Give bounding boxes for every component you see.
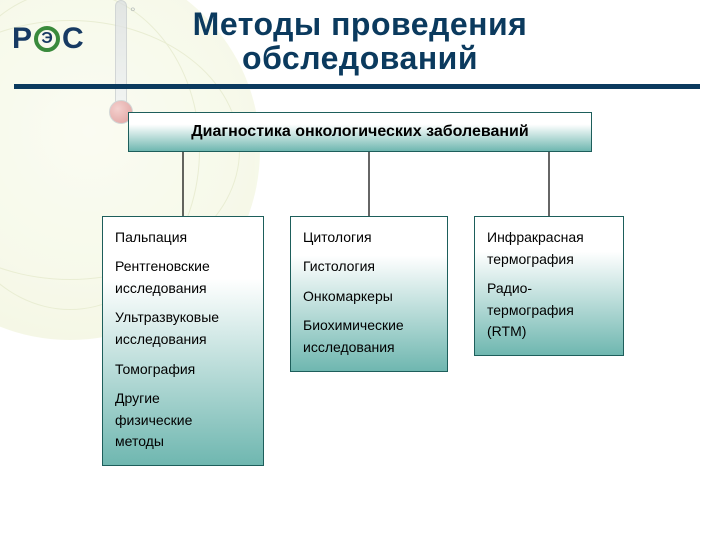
leaf-0-item-4: Ультразвуковые исследования <box>115 307 251 350</box>
leaf-1-item-1 <box>303 249 435 257</box>
leaf-1-item-0: Цитология <box>303 227 435 249</box>
leaf-2-item-1 <box>487 270 611 278</box>
leaf-2-item-2: Радио- термография (RTM) <box>487 278 611 343</box>
leaf-1-item-2: Гистология <box>303 256 435 278</box>
title-line-2: обследований <box>0 42 720 76</box>
leaf-node-1: Цитология Гистология Онкомаркеры Биохими… <box>290 216 448 372</box>
leaf-1-item-4: Онкомаркеры <box>303 286 435 308</box>
leaf-1-item-5 <box>303 307 435 315</box>
leaf-1-item-6: Биохимические исследования <box>303 315 435 358</box>
leaf-node-2: Инфракрасная термография Радио- термогра… <box>474 216 624 356</box>
leaf-1-item-3 <box>303 278 435 286</box>
root-label: Диагностика онкологических заболеваний <box>191 123 528 141</box>
page-title: Методы проведения обследований <box>0 8 720 75</box>
leaf-0-item-2: Рентгеновские исследования <box>115 256 251 299</box>
leaf-0-item-1 <box>115 249 251 257</box>
leaf-0-item-6: Томография <box>115 359 251 381</box>
title-line-1: Методы проведения <box>0 8 720 42</box>
leaf-2-item-0: Инфракрасная термография <box>487 227 611 270</box>
leaf-0-item-3 <box>115 300 251 308</box>
leaf-0-item-8: Другие физические методы <box>115 388 251 453</box>
leaf-0-item-5 <box>115 351 251 359</box>
leaf-0-item-0: Пальпация <box>115 227 251 249</box>
title-underline <box>14 84 700 89</box>
leaf-node-0: Пальпация Рентгеновские исследования Уль… <box>102 216 264 466</box>
root-node: Диагностика онкологических заболеваний <box>128 112 592 152</box>
leaf-0-item-7 <box>115 380 251 388</box>
